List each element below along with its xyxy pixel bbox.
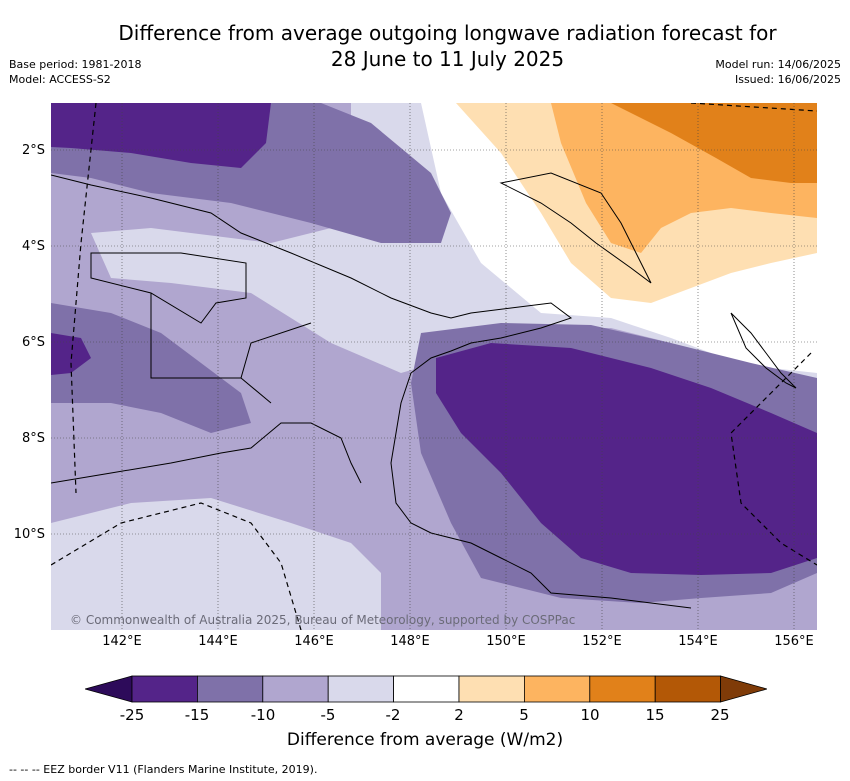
province-borders [90,252,312,404]
lat-label: 6°S [21,335,45,350]
colorbar-arrow-high [720,675,767,703]
colorbar-swatch [458,675,525,703]
map-canvas [51,103,817,630]
lon-label: 150°E [486,634,526,649]
new-britain-coast [499,172,652,284]
colorbar-tick: -25 [119,706,145,724]
lat-label: 8°S [21,431,45,446]
colorbar-tick: -10 [250,706,276,724]
meta-right: Model run: 14/06/2025 Issued: 16/06/2025 [715,57,841,87]
lat-label: 2°S [21,143,45,158]
colorbar-swatch [523,675,591,703]
colorbar-tick: 10 [580,706,600,724]
bougainville-coast [730,312,797,389]
map-title-line1: Difference from average outgoing longwav… [118,21,777,45]
lon-label: 154°E [678,634,718,649]
map-title: Difference from average outgoing longwav… [0,20,850,72]
zone-minus25-minus15-southeast [436,343,817,575]
lat-label: 10°S [13,527,45,542]
eez-footnote: -- -- -- EEZ border V11 (Flanders Marine… [9,763,318,776]
colorbar-swatch [262,675,329,703]
model-name: Model: ACCESS-S2 [9,73,111,86]
lon-label: 142°E [102,634,142,649]
eez-border-west [70,103,97,494]
colorbar-tick: 15 [645,706,665,724]
zone-minus5-minus2-south [51,498,381,630]
issued-date: Issued: 16/06/2025 [734,73,841,86]
colorbar-swatch [327,675,394,703]
zone-minus25-minus15-west [51,333,91,375]
south-coast-png [51,422,362,484]
colorbar-tick: -2 [385,706,401,724]
zone-plus10-plus15 [611,103,817,183]
colorbar-tick: 5 [519,706,529,724]
meta-left: Base period: 1981-2018 Model: ACCESS-S2 [9,57,141,87]
colorbar-swatch [131,675,198,703]
colorbar-title: Difference from average (W/m2) [286,730,564,750]
anomaly-field [51,103,817,630]
lon-label: 152°E [582,634,622,649]
coastlines [51,172,797,609]
lon-label: 144°E [198,634,238,649]
eez-border-east [730,352,817,566]
new-guinea-coast [51,174,692,609]
eez-border-south [51,502,302,630]
graticule [51,103,817,630]
lon-label: 156°E [774,634,814,649]
eez-borders [51,103,817,630]
copyright-notice: © Commonwealth of Australia 2025, Bureau… [70,613,576,627]
colorbar-swatch [589,675,656,703]
base-period: Base period: 1981-2018 [9,58,142,71]
colorbar-swatch [197,675,264,703]
colorbar-arrow-low [85,675,133,703]
zone-minus25-minus15-northwest [51,103,271,168]
lon-label: 146°E [294,634,334,649]
model-run: Model run: 14/06/2025 [715,58,841,71]
colorbar-tick: -15 [184,706,210,724]
colorbar-swatch [654,675,722,703]
eez-border-northeast [690,103,817,112]
lat-label: 4°S [21,239,45,254]
colorbar-tick: 2 [454,706,464,724]
colorbar-tick: -5 [320,706,336,724]
map-title-line2: 28 June to 11 July 2025 [330,47,565,71]
colorbar-swatch [393,675,460,703]
colorbar-tick: 25 [710,706,730,724]
colorbar [85,675,767,703]
lon-label: 148°E [390,634,430,649]
